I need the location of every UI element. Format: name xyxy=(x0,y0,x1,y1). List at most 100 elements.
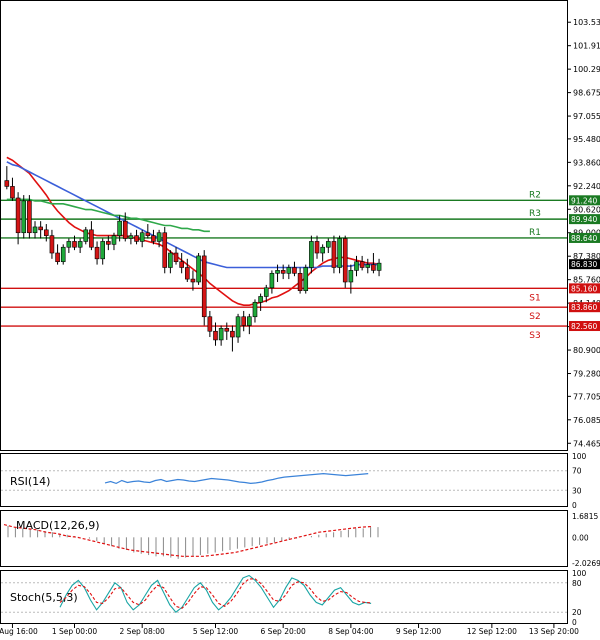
time-tick-label: 30 Aug 16:00 xyxy=(0,627,38,636)
support-resistance-levels: R3 89.940 R2 91.240 R1 88.640 S1 85.160 S2 83.860… xyxy=(1,190,600,341)
level-name-r2: R2 xyxy=(529,190,541,200)
candle-bull xyxy=(320,246,325,254)
candle-bear xyxy=(94,246,100,260)
time-axis: 30 Aug 16:00 1 Sep 00:00 2 Sep 08:00 5 Sep … xyxy=(0,624,579,636)
candle-bull xyxy=(303,267,309,291)
level-name-r1: R1 xyxy=(529,228,541,238)
price-tick-label: 87.380 xyxy=(573,252,600,261)
candle-bull xyxy=(21,200,27,234)
candle-bear xyxy=(15,197,21,234)
price-tick-label: 90.620 xyxy=(573,205,600,214)
candle-bull xyxy=(139,232,145,242)
stoch-tick-label: 100 xyxy=(572,569,587,578)
time-tick-label: 1 Sep 00:00 xyxy=(52,627,98,636)
price-panel-frame xyxy=(0,0,568,451)
candle-bull xyxy=(258,296,263,303)
stoch-k-line xyxy=(59,574,372,613)
macd-panel-frame xyxy=(0,510,568,567)
candle-bear xyxy=(179,261,184,268)
candle-bear xyxy=(314,241,320,254)
candle-bull xyxy=(235,316,241,338)
candle-bear xyxy=(4,180,10,187)
candle-bear xyxy=(342,238,348,283)
candle-bear xyxy=(38,226,43,231)
price-tick-label: 74.465 xyxy=(573,439,600,448)
time-tick-label: 5 Sep 12:00 xyxy=(193,627,239,636)
candle-bear xyxy=(213,330,218,341)
candle-bear xyxy=(145,232,151,236)
macd-tick-label: 1.6815 xyxy=(572,512,598,521)
candle-bull xyxy=(263,287,269,297)
level-price-tag xyxy=(569,283,600,294)
level-price-label: 83.860 xyxy=(571,303,597,312)
macd-tick-label: -2.0269 xyxy=(572,559,600,568)
price-tick-label: 100.295 xyxy=(573,65,600,74)
level-price-label: 89.940 xyxy=(571,215,597,224)
candle-bear xyxy=(72,241,77,248)
candle-bull xyxy=(309,241,314,268)
price-tick-label: 97.055 xyxy=(573,112,600,121)
macd-panel: 1.6815 0.00 -2.0269 MACD(12,26,9) xyxy=(3,512,600,568)
candle-bull xyxy=(218,328,224,341)
moving-averages xyxy=(6,156,380,307)
rsi-panel: 100 70 30 0 RSI(14) xyxy=(1,452,587,510)
macd-label: MACD(12,26,9) xyxy=(16,519,100,532)
price-tick-label: 80.900 xyxy=(573,346,600,355)
price-tick-label: 103.535 xyxy=(573,18,600,27)
price-tick-label: 92.240 xyxy=(573,182,600,191)
level-name-s2: S2 xyxy=(529,312,540,322)
level-price-label: 88.640 xyxy=(571,234,597,243)
price-tick-label: 79.280 xyxy=(573,370,600,379)
level-price-tag xyxy=(569,302,600,313)
candlesticks xyxy=(4,166,382,352)
candle-bear xyxy=(55,252,60,263)
candle-bull xyxy=(77,241,83,248)
candle-bear xyxy=(43,229,49,236)
time-tick-label: 12 Sep 12:00 xyxy=(467,627,517,636)
price-tick-label: 101.915 xyxy=(573,42,600,51)
level-price-label: 91.240 xyxy=(571,196,597,205)
candle-bear xyxy=(122,220,128,239)
stoch-tick-label: 20 xyxy=(572,608,582,617)
candle-bull xyxy=(66,241,72,248)
candle-bear xyxy=(230,330,235,338)
candle-bull xyxy=(252,301,258,318)
rsi-panel-frame xyxy=(0,453,568,507)
rsi-line xyxy=(104,472,369,485)
level-price-label: 82.560 xyxy=(571,322,597,331)
candle-bear xyxy=(106,241,111,245)
candle-bull xyxy=(337,238,342,268)
current-price-box xyxy=(569,259,600,270)
macd-tick-label: 0.00 xyxy=(572,533,589,542)
candle-bear xyxy=(331,241,337,268)
rsi-tick-label: 30 xyxy=(572,486,582,495)
candle-bull xyxy=(168,252,173,268)
candle-bear xyxy=(89,229,94,248)
stoch-panel-frame xyxy=(0,570,568,624)
candle-bear xyxy=(185,267,190,280)
candle-bear xyxy=(224,328,230,332)
price-tick-label: 85.760 xyxy=(573,276,600,285)
candle-bull xyxy=(275,270,280,274)
stoch-tick-label: 0 xyxy=(572,618,577,627)
level-name-s1: S1 xyxy=(529,293,540,303)
stoch-d-line xyxy=(59,578,372,609)
candle-bull xyxy=(365,264,371,268)
time-tick-label: 13 Sep 20:00 xyxy=(529,627,579,636)
overlay-ma-blue xyxy=(6,161,380,269)
candle-bear xyxy=(27,200,32,234)
candle-bull xyxy=(376,262,382,271)
level-price-tag xyxy=(569,195,600,206)
candle-bull xyxy=(60,246,66,263)
candle-bull xyxy=(100,241,105,260)
price-tick-label: 76.085 xyxy=(573,416,600,425)
level-name-s3: S3 xyxy=(529,331,540,341)
candle-bear xyxy=(297,272,303,291)
rsi-label: RSI(14) xyxy=(10,475,50,488)
candle-bull xyxy=(348,270,354,283)
level-price-tag xyxy=(569,214,600,225)
current-price-label: 86.830 xyxy=(571,260,597,269)
candle-bear xyxy=(173,252,179,263)
